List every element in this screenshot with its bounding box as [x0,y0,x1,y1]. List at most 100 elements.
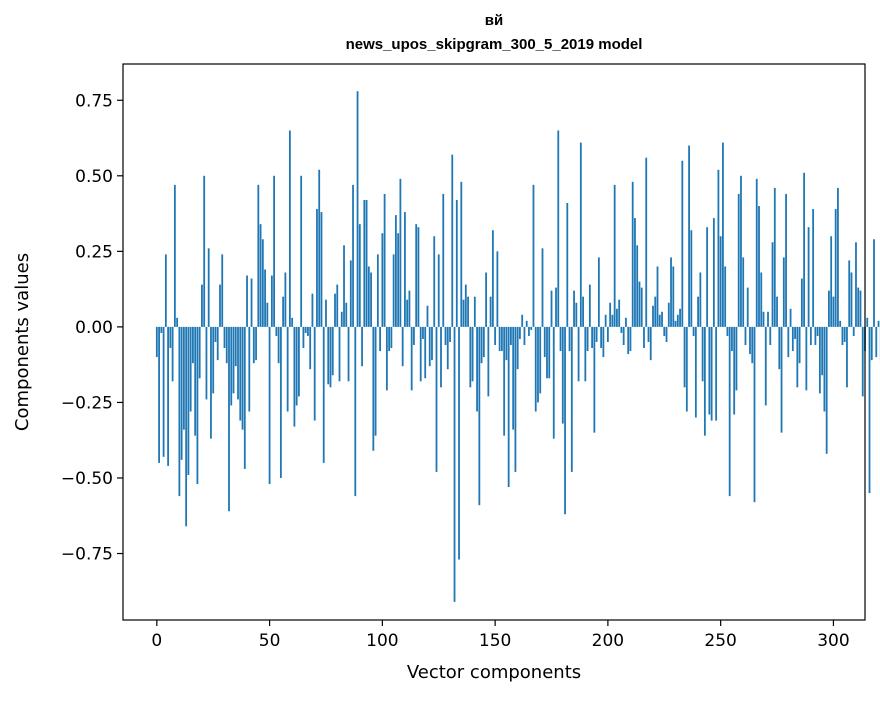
bar [379,327,381,351]
bar [307,327,309,336]
bar [352,185,354,327]
bar [736,327,738,390]
bar [636,245,638,327]
bar [176,318,178,327]
bar [194,327,196,436]
bar [233,327,235,393]
bar [438,254,440,327]
bar [828,291,830,327]
bar [206,327,208,400]
bar [749,327,751,354]
bar [663,327,665,336]
bar [485,273,487,327]
bar [354,327,356,496]
bar [860,291,862,327]
bar [866,318,868,327]
bar [393,254,395,327]
bar [745,327,747,345]
bar [738,194,740,327]
bar [772,242,774,327]
bar [835,209,837,327]
bar [602,327,604,357]
bar [224,327,226,348]
bar [760,273,762,327]
x-tick-label: 50 [259,631,281,651]
bar [584,327,586,381]
bar [600,327,602,348]
bar [778,327,780,369]
bar [456,200,458,327]
bar [185,327,187,526]
bar [833,297,835,327]
bar [174,185,176,327]
bar [688,146,690,327]
bar [544,327,546,357]
bar [862,327,864,397]
bar [857,288,859,327]
bar [844,327,846,342]
bar [447,327,449,369]
bar [339,327,341,381]
bar [280,327,282,478]
bar [239,327,241,421]
bar [506,327,508,360]
bar [679,309,681,327]
bar [515,327,517,472]
bar [681,161,683,327]
bar [641,288,643,327]
bar [262,239,264,327]
bar [670,257,672,327]
bar [244,327,246,469]
bar [242,327,244,430]
bar [851,273,853,327]
bar [377,254,379,327]
bar [400,179,402,327]
bar [724,266,726,326]
y-tick-label: 0.75 [75,91,113,111]
bar [271,276,273,327]
bar [212,327,214,393]
bar [589,285,591,327]
bar [178,327,180,496]
bar [639,282,641,327]
bar [742,257,744,327]
bar [796,327,798,387]
bar [708,327,710,415]
bar [336,285,338,327]
bar [713,218,715,327]
bar [650,327,652,360]
bar [634,218,636,327]
bar [537,327,539,403]
bar [300,176,302,327]
bar [535,327,537,412]
bar [799,327,801,363]
bar [826,327,828,454]
bar [330,327,332,387]
y-tick-label: −0.75 [61,545,113,565]
bar [546,327,548,378]
bar [803,173,805,327]
bar [781,327,783,433]
bar [686,327,688,412]
bar [609,303,611,327]
bar [303,327,305,348]
bar [158,327,160,463]
bar [697,297,699,327]
bar [181,327,183,460]
bar [298,327,300,397]
bar [659,315,661,327]
bar [774,188,776,327]
bar [420,327,422,381]
bar [481,327,483,363]
x-tick-label: 300 [817,631,849,651]
bar [792,327,794,351]
bar [266,303,268,327]
bar [871,327,873,360]
bar [643,327,645,348]
bar [469,327,471,387]
bar [494,327,496,345]
bar [318,170,320,327]
bar [573,291,575,327]
bar [427,306,429,327]
